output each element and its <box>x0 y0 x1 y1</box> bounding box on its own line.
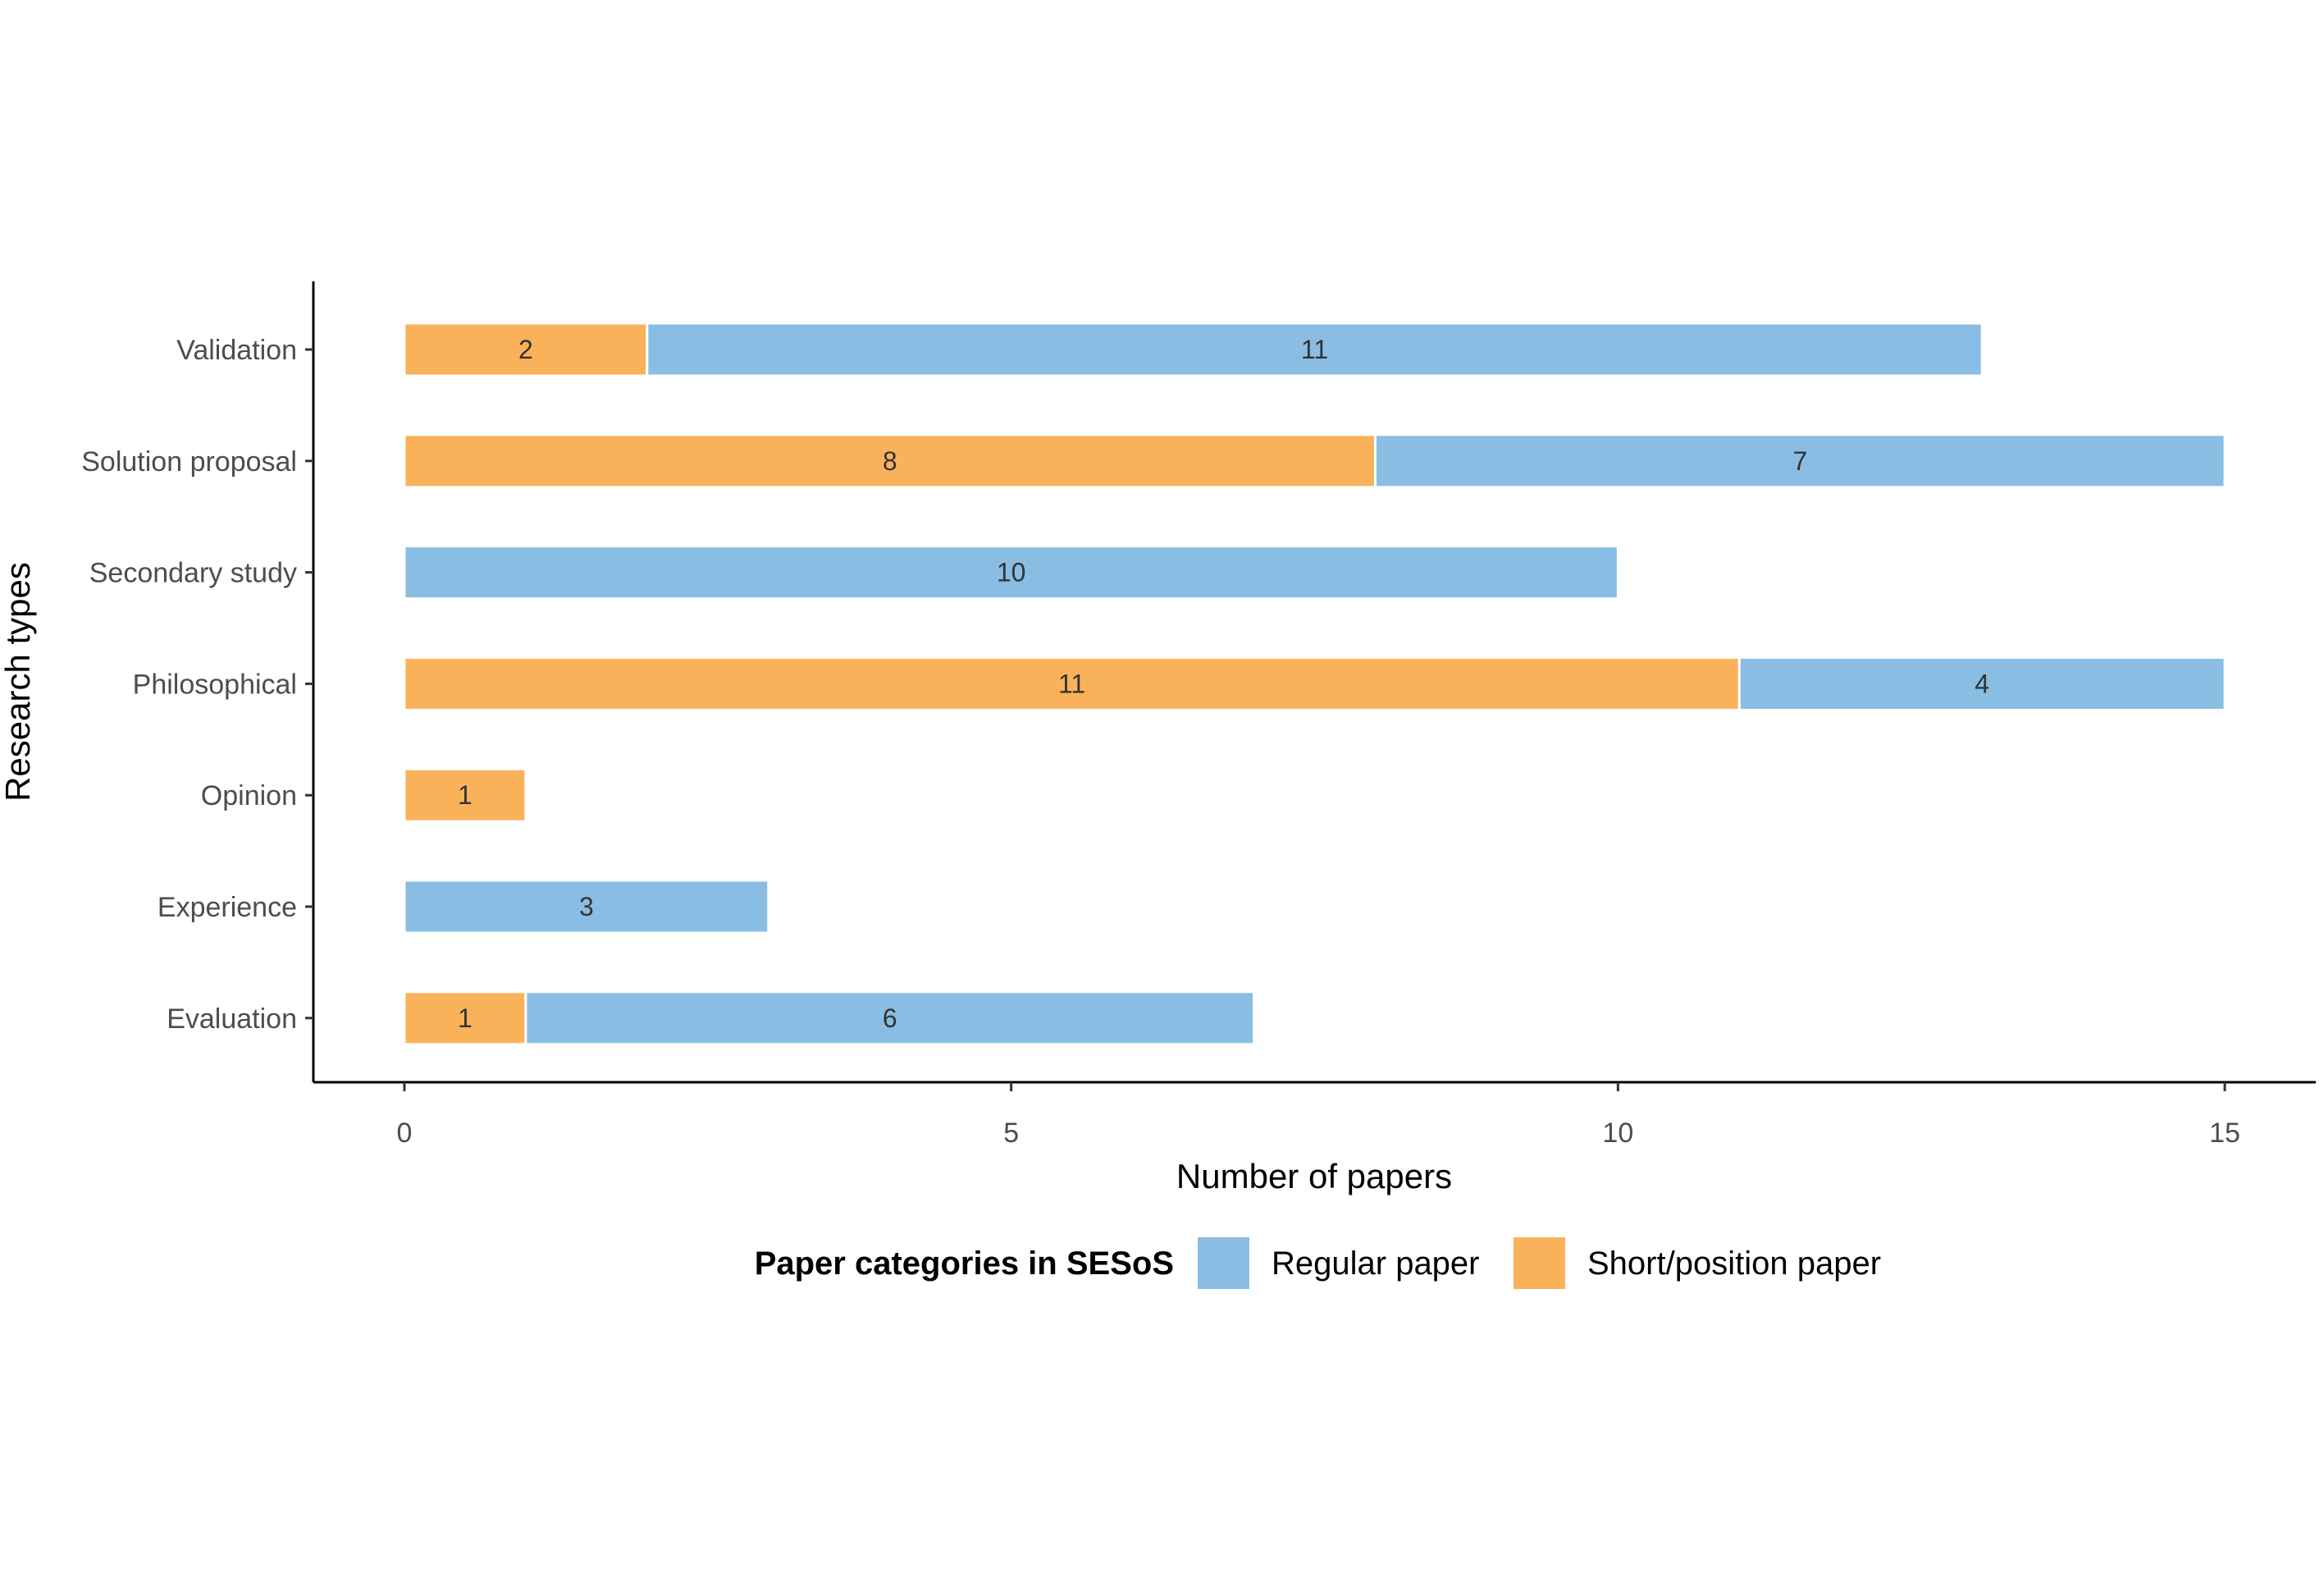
bar-label-validation-short-position-paper: 2 <box>518 335 533 364</box>
bar-label-solution-proposal-short-position-paper: 8 <box>883 446 897 476</box>
x-tick-label-5: 5 <box>1003 1118 1019 1149</box>
y-axis-title: Research types <box>0 562 37 802</box>
legend-title: Paper categories in SESoS <box>755 1245 1174 1282</box>
bar-secondary-study-regular-paper <box>403 545 1619 601</box>
legend-swatch-regular <box>1198 1237 1249 1289</box>
x-axis-ticks: 0 5 10 15 <box>396 1082 2240 1149</box>
bar-label-philosophical-regular-paper: 4 <box>1975 669 1989 698</box>
bar-label-secondary-study-regular-paper: 10 <box>997 558 1026 587</box>
bar-experience-regular-paper <box>403 879 770 935</box>
x-tick-label-0: 0 <box>396 1118 412 1149</box>
bar-label-opinion-short-position-paper: 1 <box>458 780 473 810</box>
bar-opinion-short-position-paper <box>403 767 527 823</box>
bar-label-validation-regular-paper: 11 <box>1301 335 1328 364</box>
y-tick-label-secondary-study: Secondary study <box>89 558 297 589</box>
y-tick-label-experience: Experience <box>158 892 297 923</box>
legend-swatch-short <box>1514 1237 1565 1289</box>
bar-label-evaluation-short-position-paper: 1 <box>458 1003 473 1033</box>
bar-evaluation-regular-paper <box>524 990 1256 1046</box>
y-tick-label-evaluation: Evaluation <box>167 1003 297 1035</box>
bar-validation-short-position-paper <box>403 322 649 377</box>
y-axis-ticks: Validation Solution proposal Secondary stu… <box>81 335 313 1035</box>
bar-label-philosophical-short-position-paper: 11 <box>1058 669 1085 698</box>
bar-label-solution-proposal-regular-paper: 7 <box>1792 446 1807 476</box>
y-tick-label-opinion: Opinion <box>201 780 297 811</box>
y-tick-label-philosophical: Philosophical <box>133 669 297 700</box>
y-tick-label-validation: Validation <box>176 335 297 366</box>
x-axis-title: Number of papers <box>1176 1157 1452 1195</box>
bar-label-experience-regular-paper: 3 <box>579 892 594 921</box>
legend-label-short: Short/position paper <box>1587 1245 1881 1282</box>
bar-labels-layer: 2 11 8 7 10 11 4 1 3 1 6 <box>458 335 1989 1033</box>
bar-evaluation-short-position-paper <box>403 990 527 1046</box>
bars-layer <box>403 322 2226 1046</box>
bar-solution-proposal-regular-paper <box>1373 433 2226 489</box>
y-tick-label-solution-proposal: Solution proposal <box>81 446 297 478</box>
bar-solution-proposal-short-position-paper <box>403 433 1377 489</box>
legend: Paper categories in SESoS Regular paper … <box>755 1237 1881 1289</box>
legend-label-regular: Regular paper <box>1272 1245 1480 1282</box>
bar-label-evaluation-regular-paper: 6 <box>883 1003 897 1033</box>
bar-philosophical-regular-paper <box>1737 656 2226 711</box>
bar-validation-regular-paper <box>646 322 1984 377</box>
x-tick-label-15: 15 <box>2209 1118 2240 1149</box>
x-tick-label-10: 10 <box>1602 1118 1633 1149</box>
bar-philosophical-short-position-paper <box>403 656 1741 711</box>
